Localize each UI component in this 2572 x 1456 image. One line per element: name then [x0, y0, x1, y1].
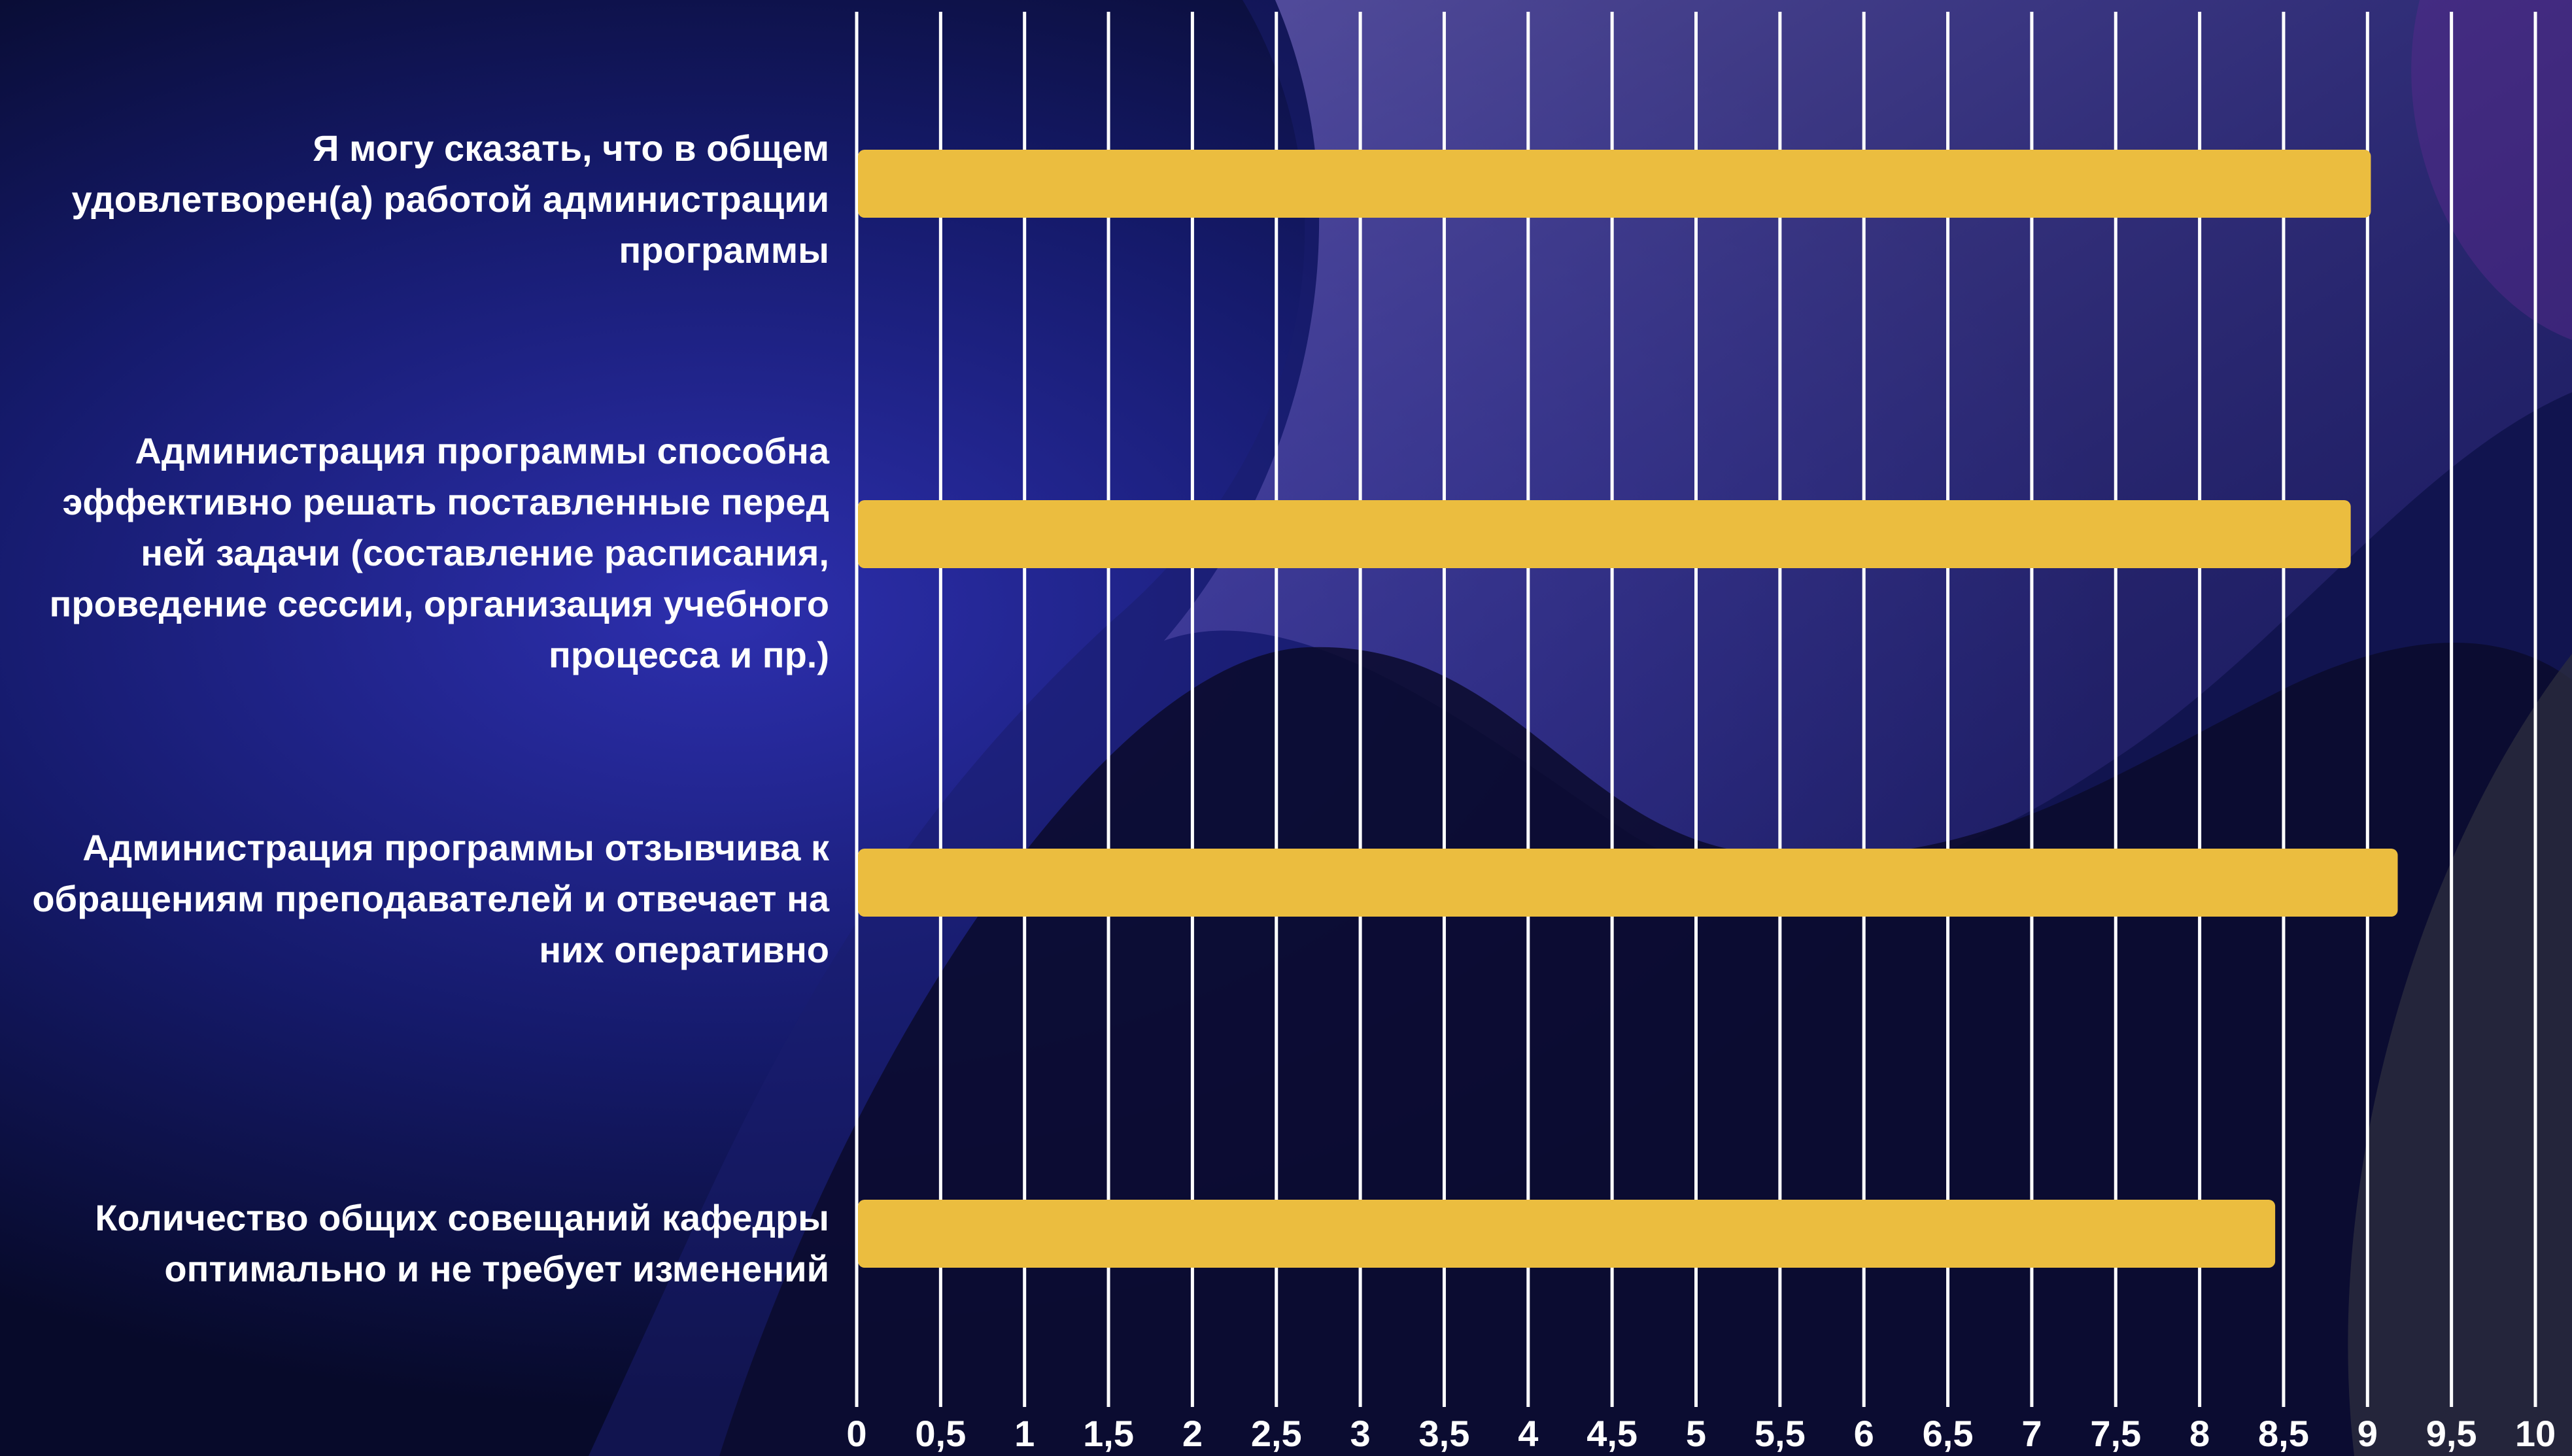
grid-lines [855, 12, 2537, 1407]
x-tick-label: 1,5 [1083, 1413, 1134, 1454]
bar [858, 500, 2351, 568]
x-tick-label: 3 [1350, 1413, 1371, 1454]
x-tick-label: 8 [2189, 1413, 2210, 1454]
bar [858, 1200, 2276, 1268]
bars [858, 150, 2398, 1268]
x-tick-label: 6,5 [1923, 1413, 1974, 1454]
x-tick-label: 10 [2515, 1413, 2556, 1454]
x-tick-label: 0 [846, 1413, 866, 1454]
x-tick-label: 9 [2358, 1413, 2378, 1454]
x-tick-label: 7,5 [2090, 1413, 2141, 1454]
x-tick-label: 5,5 [1755, 1413, 1806, 1454]
x-tick-label: 8,5 [2258, 1413, 2309, 1454]
x-tick-label: 1 [1014, 1413, 1035, 1454]
category-label: Я могу сказать, что в общем удовлетворен… [71, 127, 829, 271]
x-tick-label: 4,5 [1586, 1413, 1638, 1454]
x-tick-label: 3,5 [1419, 1413, 1470, 1454]
x-tick-label: 9,5 [2426, 1413, 2477, 1454]
category-label: Количество общих совещаний кафедры оптим… [95, 1197, 829, 1289]
category-label: Администрация программы отзывчива к обра… [32, 827, 829, 970]
x-tick-label: 2,5 [1251, 1413, 1302, 1454]
x-axis-ticks: 0 0,5 1 1,5 2 2,5 3 3,5 4 4,5 5 5,5 6 6,5 7 7,5 8 8,5 9 9,5… [846, 1413, 2556, 1454]
x-tick-label: 7 [2021, 1413, 2042, 1454]
x-tick-label: 0,5 [915, 1413, 966, 1454]
x-tick-label: 2 [1182, 1413, 1203, 1454]
category-label: Администрация программы способна эффекти… [49, 430, 829, 675]
bar [858, 150, 2371, 218]
x-tick-label: 6 [1854, 1413, 1874, 1454]
bar [858, 849, 2398, 917]
x-tick-label: 5 [1686, 1413, 1706, 1454]
x-tick-label: 4 [1518, 1413, 1538, 1454]
